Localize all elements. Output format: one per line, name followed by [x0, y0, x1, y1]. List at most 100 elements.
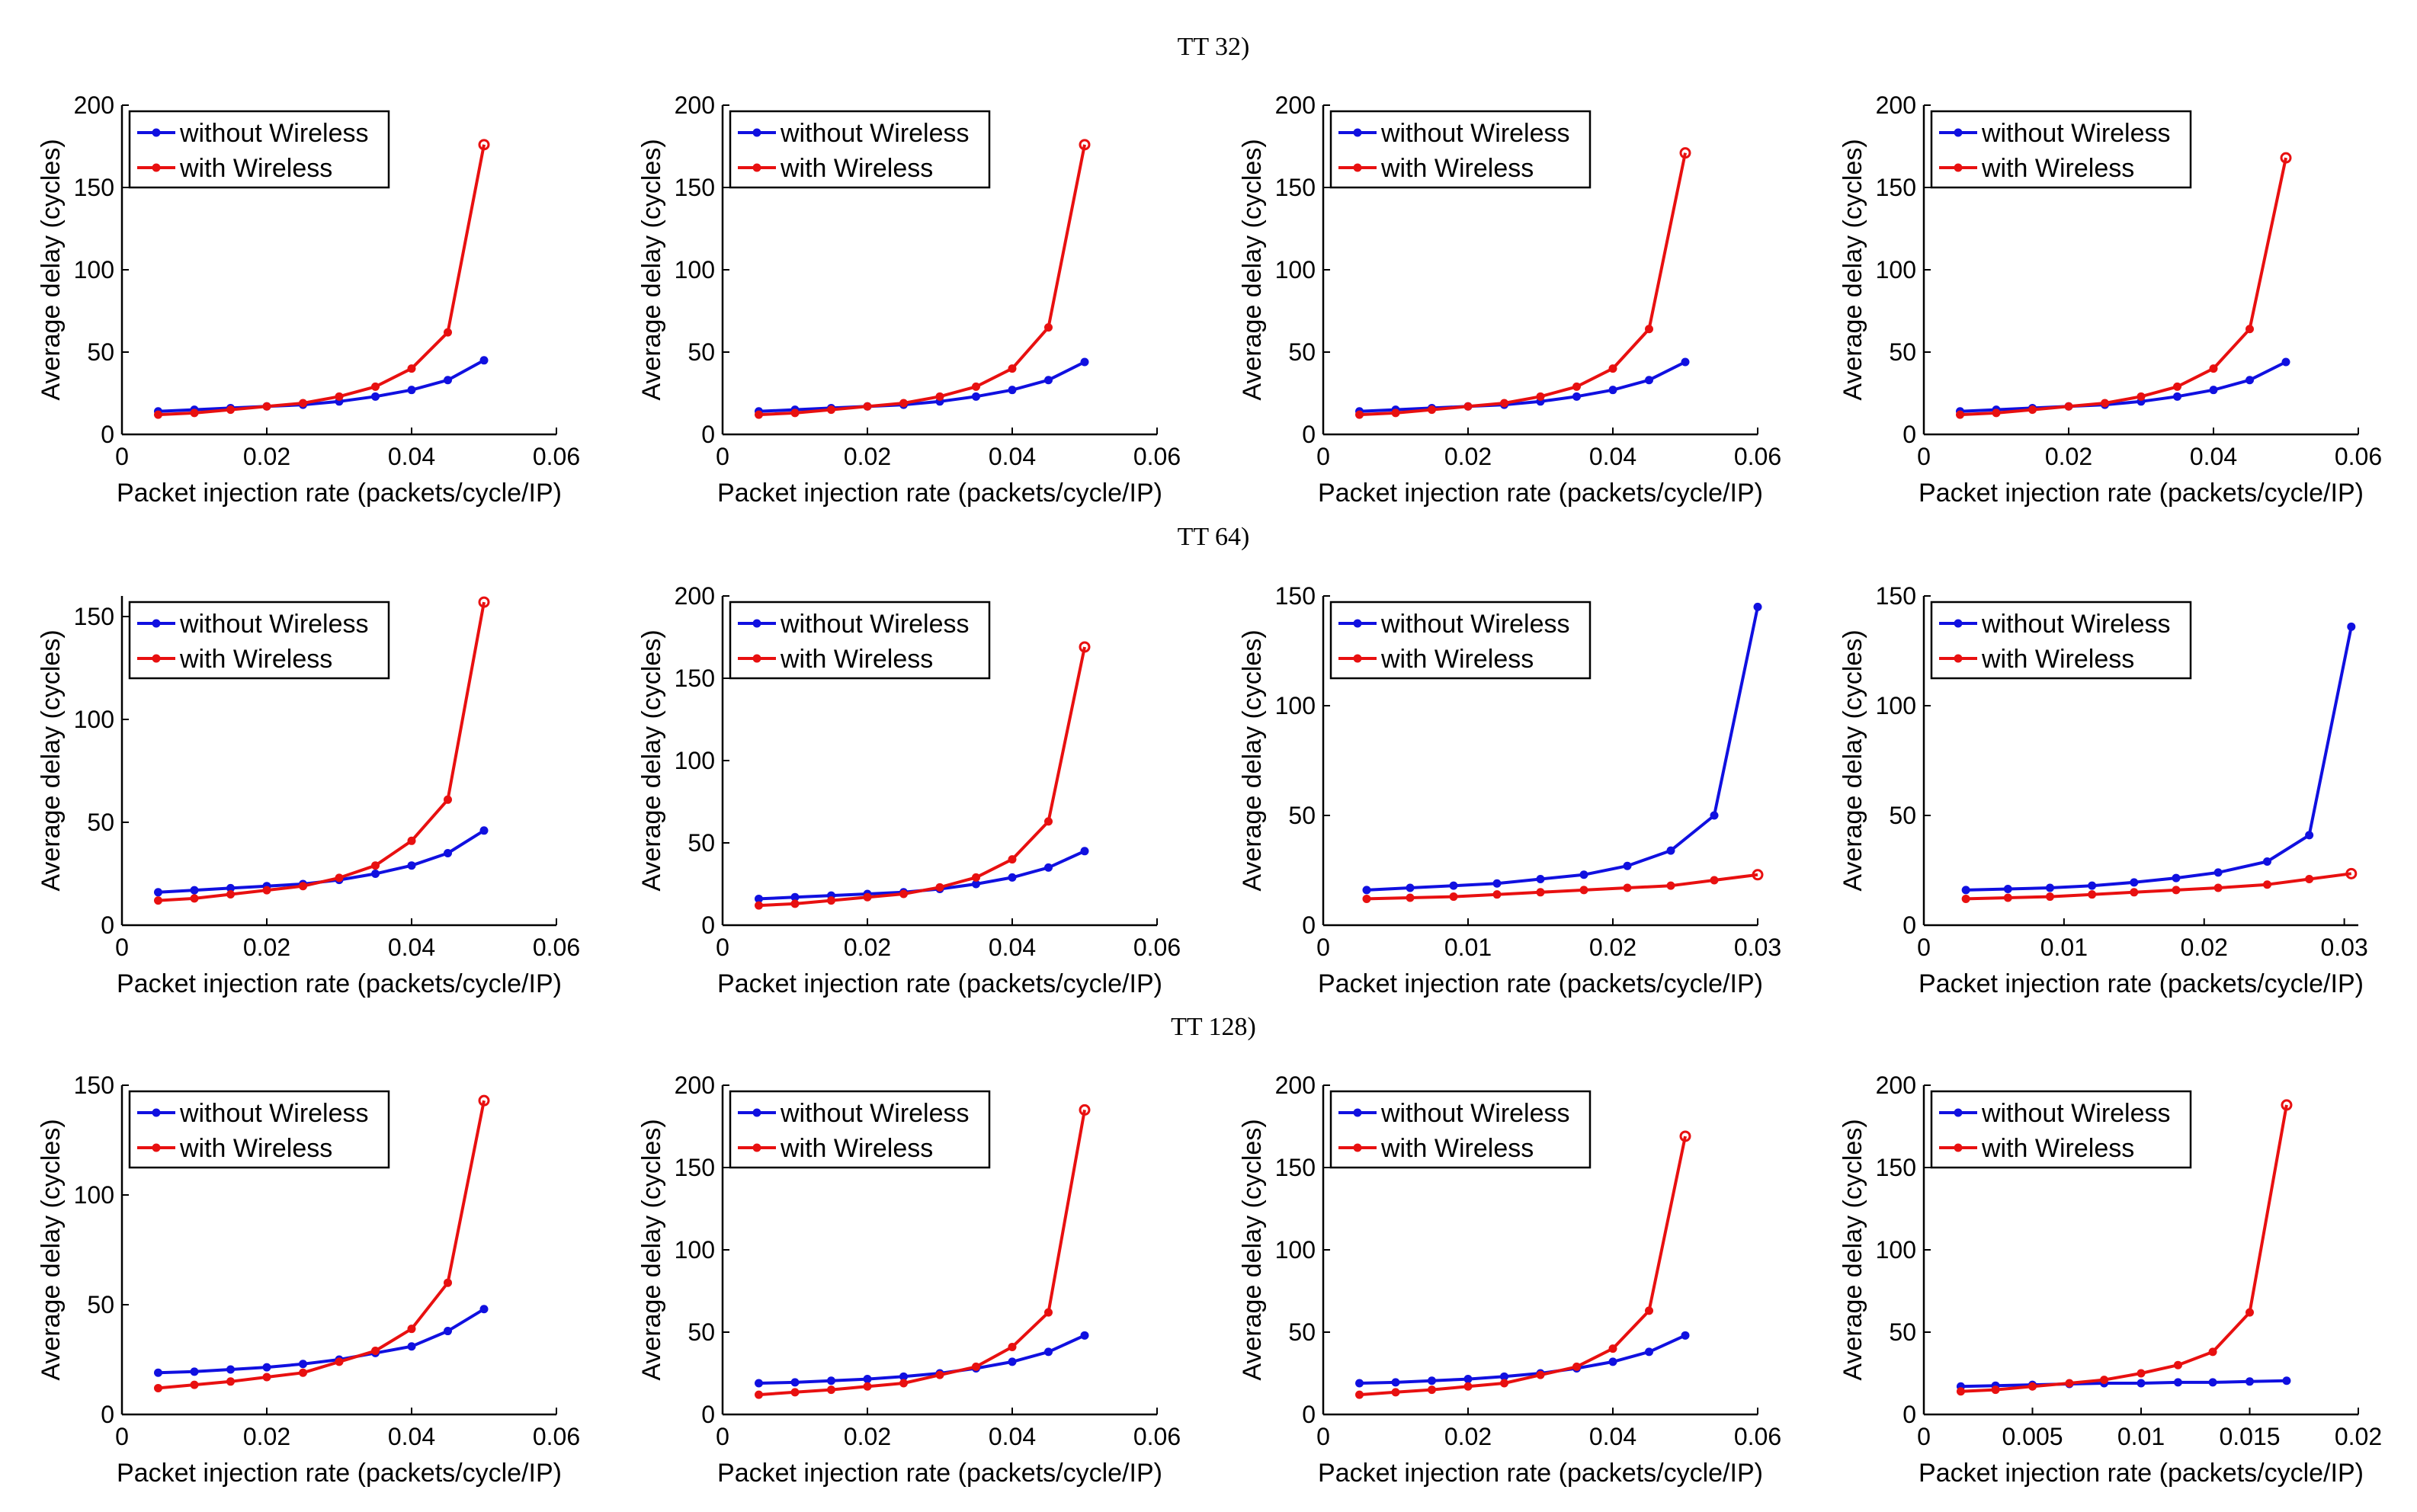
- data-point: [2280, 152, 2292, 164]
- x-tick-label: 0.04: [989, 1423, 1036, 1450]
- data-point: [1752, 869, 1764, 881]
- y-tick-label: 150: [74, 603, 114, 630]
- y-tick-label: 200: [1275, 91, 1316, 119]
- data-point: [790, 892, 800, 902]
- legend: without Wireless with Wireless: [1930, 601, 2192, 680]
- data-point: [335, 392, 344, 401]
- series-line-with-wireless: [1366, 873, 1758, 901]
- series-line-without-wireless: [1359, 360, 1686, 413]
- data-point: [1463, 1375, 1473, 1384]
- data-point: [444, 795, 452, 804]
- series-line-with-wireless: [1359, 152, 1687, 417]
- x-axis-label: Packet injection rate (packets/cycle/IP): [717, 479, 1162, 508]
- y-tick-label: 50: [1288, 1318, 1316, 1346]
- y-axis-label: Average delay (cycles): [37, 139, 66, 400]
- x-tick-label: 0.06: [2335, 443, 2382, 470]
- x-axis-label: Packet injection rate (packets/cycle/IP): [1919, 969, 2364, 998]
- data-point: [972, 392, 980, 401]
- data-point: [2137, 1369, 2146, 1378]
- x-tick-label: 0: [115, 443, 129, 470]
- data-point: [1463, 1382, 1473, 1391]
- legend-entry: with Wireless: [179, 1134, 332, 1163]
- data-point: [1623, 861, 1632, 870]
- x-tick-label: 0.005: [2002, 1423, 2063, 1450]
- chart-panel: 0 0.01 0.02 0.03 0 50 100 150 Packet injection r…: [1238, 582, 1781, 998]
- data-point: [1080, 847, 1089, 856]
- data-point: [2246, 376, 2254, 385]
- data-point: [1044, 1347, 1053, 1357]
- data-point: [1753, 602, 1762, 611]
- data-point: [1008, 1357, 1017, 1366]
- data-point: [371, 870, 380, 878]
- data-point: [1623, 883, 1632, 892]
- data-point: [2003, 893, 2012, 902]
- data-point: [972, 1362, 980, 1371]
- y-tick-label: 150: [1275, 1154, 1316, 1181]
- legend-entry: with Wireless: [780, 1134, 933, 1163]
- data-point: [1044, 863, 1053, 872]
- data-point: [1080, 1331, 1089, 1340]
- data-point: [1355, 1379, 1364, 1388]
- data-point: [2088, 890, 2097, 899]
- data-point: [299, 399, 307, 408]
- y-tick-label: 50: [1288, 802, 1316, 829]
- data-point: [972, 879, 980, 889]
- legend: without Wireless with Wireless: [1329, 601, 1592, 680]
- x-tick-label: 0: [115, 1423, 129, 1450]
- y-tick-label: 50: [87, 809, 114, 836]
- data-point: [2246, 1308, 2254, 1317]
- y-tick-label: 0: [1302, 911, 1316, 939]
- data-point: [1956, 1387, 1965, 1396]
- data-point: [1679, 1130, 1691, 1142]
- legend-swatch-marker: [1353, 163, 1362, 172]
- data-point: [755, 1379, 763, 1388]
- data-point: [2173, 392, 2181, 401]
- data-point: [1572, 1362, 1581, 1371]
- data-point: [2246, 1377, 2254, 1386]
- legend-swatch-marker: [752, 654, 761, 663]
- legend-swatch-marker: [152, 1108, 161, 1117]
- legend-swatch-marker: [152, 619, 161, 628]
- data-point: [1991, 1385, 2000, 1395]
- legend-box: [128, 1090, 390, 1169]
- x-tick-label: 0.04: [388, 1423, 435, 1450]
- series-line-without-wireless: [1960, 360, 2287, 413]
- x-tick-label: 0: [1917, 443, 1931, 470]
- series-line-without-wireless: [758, 360, 1085, 413]
- x-tick-label: 0.06: [1133, 1423, 1181, 1450]
- data-point: [755, 894, 763, 903]
- data-point: [1608, 1344, 1617, 1353]
- row-title-tt32: TT 32): [1178, 33, 1250, 61]
- legend-swatch-marker: [1353, 1108, 1362, 1117]
- data-point: [790, 1388, 800, 1397]
- data-point: [479, 356, 489, 365]
- data-point: [1536, 888, 1545, 897]
- data-point: [190, 886, 199, 895]
- legend: without Wireless with Wireless: [729, 1090, 991, 1169]
- data-point: [2130, 878, 2139, 887]
- data-point: [1679, 147, 1691, 159]
- legend-swatch-marker: [1954, 128, 1963, 137]
- data-point: [827, 1385, 835, 1395]
- y-tick-label: 0: [1302, 1401, 1316, 1428]
- x-tick-label: 0.02: [1589, 934, 1636, 961]
- data-point: [1391, 1378, 1400, 1387]
- data-point: [407, 836, 416, 845]
- legend-entry: with Wireless: [1380, 1134, 1534, 1163]
- data-point: [407, 861, 416, 870]
- y-tick-label: 50: [688, 829, 715, 857]
- chart-panel: 0 0.005 0.01 0.015 0.02 0 50 100 150 200 Packet in…: [1838, 1072, 2382, 1488]
- series-line-with-wireless: [758, 1110, 1086, 1397]
- x-tick-label: 0: [1917, 934, 1931, 961]
- y-tick-label: 100: [675, 1236, 715, 1264]
- y-tick-label: 100: [74, 1181, 114, 1209]
- data-point: [2045, 892, 2054, 902]
- chart-panel: 0 0.02 0.04 0.06 0 50 100 150 Packet injection r…: [37, 1072, 580, 1488]
- legend-box: [128, 601, 390, 680]
- data-point: [863, 892, 872, 902]
- data-point: [226, 883, 235, 892]
- data-point: [1449, 892, 1458, 902]
- data-point: [154, 410, 162, 419]
- y-tick-label: 150: [74, 174, 114, 201]
